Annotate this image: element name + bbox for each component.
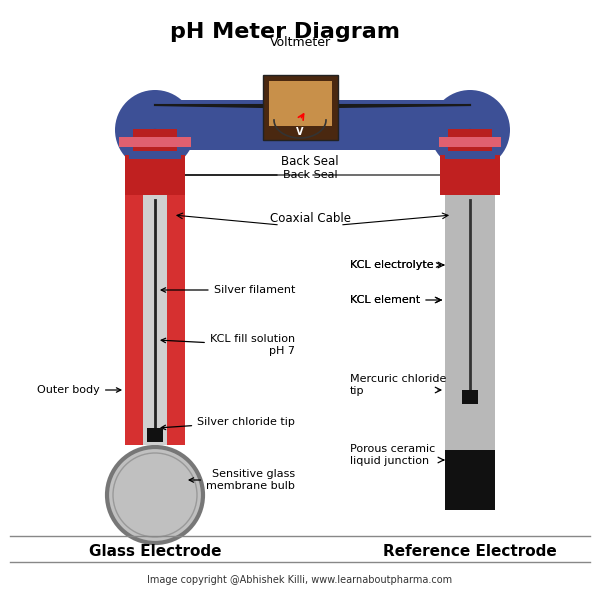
Bar	[147, 428, 163, 442]
Bar	[462, 390, 478, 404]
Ellipse shape	[133, 129, 155, 151]
Bar	[440, 155, 500, 195]
Bar	[135, 100, 490, 150]
Ellipse shape	[115, 90, 195, 170]
Text: V: V	[296, 127, 304, 137]
Ellipse shape	[107, 447, 203, 543]
Ellipse shape	[448, 129, 470, 151]
Ellipse shape	[155, 129, 177, 151]
Text: Back Seal: Back Seal	[281, 155, 339, 168]
Text: Porous ceramic
liquid junction: Porous ceramic liquid junction	[350, 444, 435, 466]
Text: Coaxial Cable: Coaxial Cable	[269, 212, 350, 225]
Text: Outer body: Outer body	[37, 385, 121, 395]
Bar	[119, 137, 191, 147]
Bar	[133, 129, 177, 151]
Text: Voltmeter: Voltmeter	[269, 35, 331, 49]
Text: KCL element: KCL element	[350, 295, 441, 305]
Bar	[448, 129, 492, 151]
Text: Silver filament: Silver filament	[161, 285, 295, 295]
Text: Silver chloride tip: Silver chloride tip	[161, 417, 295, 430]
Bar	[125, 195, 143, 445]
Text: KCL electrolyte: KCL electrolyte	[350, 260, 441, 270]
Ellipse shape	[470, 129, 492, 151]
Text: Glass Electrode: Glass Electrode	[89, 545, 221, 559]
Bar	[125, 155, 185, 195]
Text: Image copyright @Abhishek Killi, www.learnaboutpharma.com: Image copyright @Abhishek Killi, www.lea…	[148, 575, 452, 585]
Text: KCL electrolyte: KCL electrolyte	[350, 260, 434, 270]
Bar	[167, 195, 185, 445]
Bar	[263, 75, 338, 140]
Ellipse shape	[430, 90, 510, 170]
Bar	[445, 141, 495, 159]
Text: Reference Electrode: Reference Electrode	[383, 545, 557, 559]
Text: KCL fill solution
pH 7: KCL fill solution pH 7	[161, 334, 295, 356]
Bar	[129, 141, 181, 159]
Bar	[135, 130, 175, 141]
Bar	[143, 195, 167, 445]
Ellipse shape	[113, 453, 197, 537]
Bar	[445, 195, 495, 510]
Text: KCL element: KCL element	[350, 295, 420, 305]
Bar	[445, 450, 495, 510]
Text: Mercuric chloride
tip: Mercuric chloride tip	[350, 374, 446, 396]
Text: Back Seal: Back Seal	[129, 170, 337, 180]
Bar	[439, 137, 501, 147]
Bar	[450, 130, 490, 141]
Text: pH Meter Diagram: pH Meter Diagram	[170, 22, 400, 42]
Text: Sensitive glass
membrane bulb: Sensitive glass membrane bulb	[189, 469, 295, 491]
Bar	[269, 81, 332, 126]
